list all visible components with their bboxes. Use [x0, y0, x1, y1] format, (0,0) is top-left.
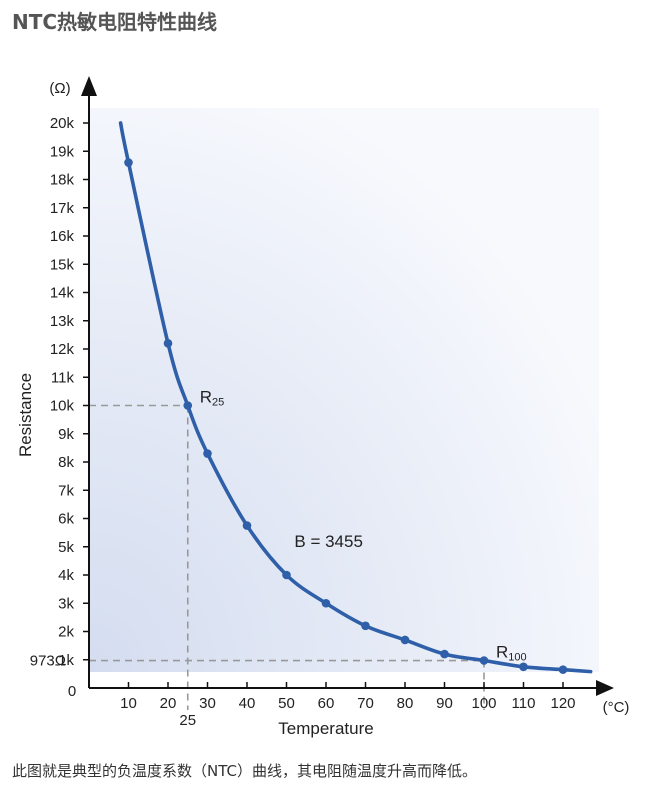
y-tick-label: 4k: [58, 567, 74, 584]
ntc-chart: 25 R25 973Ω R100 10 20 30 40 50 60 70 80 90 100 110 120…: [16, 76, 630, 738]
y-tick-label: 11k: [51, 369, 75, 386]
data-point: [440, 649, 449, 659]
page-caption: 此图就是典型的负温度系数（NTC）曲线，其电阻随温度升高而降低。: [12, 762, 477, 780]
x-tick-label: 80: [397, 695, 414, 712]
reference-y-label: 973Ω: [30, 653, 66, 670]
data-point: [163, 339, 173, 348]
x-tick-label: 70: [357, 695, 374, 712]
reference-point-label: R25: [200, 388, 225, 409]
data-point: [124, 158, 133, 167]
x-tick-label: 10: [120, 695, 137, 712]
y-axis-arrow: [81, 76, 97, 96]
x-tick-label: 90: [436, 695, 453, 712]
reference-x-label: 25: [179, 712, 196, 729]
x-unit-label: (°C): [603, 699, 630, 716]
y-tick-label: 10k: [50, 398, 75, 415]
y-tick-label: 20k: [50, 115, 75, 132]
y-tick-label: 1k: [58, 652, 74, 669]
x-axis-title: Temperature: [278, 719, 373, 738]
page-title: NTC热敏电阻特性曲线: [12, 10, 218, 34]
y-tick-label: 17k: [50, 200, 75, 217]
x-tick-label: 20: [160, 695, 177, 712]
data-point: [203, 449, 212, 458]
data-point: [242, 521, 252, 530]
y-axis-title: Resistance: [16, 373, 35, 457]
x-tick-label: 100: [471, 695, 496, 712]
data-point: [400, 635, 410, 645]
y-unit-label: (Ω): [49, 80, 70, 97]
y-tick-label: 2k: [58, 624, 74, 641]
data-point: [519, 662, 528, 672]
data-point: [479, 656, 489, 665]
y-tick-label: 12k: [50, 341, 75, 358]
y-tick-label: 16k: [50, 228, 75, 245]
data-point: [361, 621, 370, 631]
y-tick-label: 9k: [58, 426, 74, 443]
reference-point-label: R100: [496, 643, 527, 664]
y-tick-label: 3k: [58, 595, 74, 612]
y-tick-label: 7k: [58, 482, 74, 499]
data-point: [321, 598, 331, 608]
x-axis-arrow: [596, 680, 614, 696]
origin-label: 0: [68, 683, 76, 700]
y-tick-label: 15k: [50, 256, 75, 273]
y-tick-label: 14k: [50, 285, 75, 302]
data-point: [282, 570, 291, 580]
y-tick-label: 13k: [50, 313, 75, 330]
x-tick-label: 110: [512, 695, 536, 712]
x-tick-label: 50: [278, 695, 295, 712]
x-tick-label: 60: [318, 695, 335, 712]
y-tick-label: 19k: [50, 143, 75, 160]
y-tick-label: 18k: [50, 172, 75, 189]
b-value-annotation: B = 3455: [294, 532, 363, 551]
y-tick-label: 8k: [58, 454, 74, 471]
y-tick-label: 6k: [58, 511, 74, 528]
x-tick-label: 120: [550, 695, 575, 712]
y-tick-label: 5k: [58, 539, 74, 556]
x-tick-label: 30: [199, 695, 216, 712]
data-point: [183, 401, 193, 410]
x-tick-label: 40: [239, 695, 256, 712]
plot-background: [89, 108, 599, 672]
data-point: [558, 665, 568, 674]
